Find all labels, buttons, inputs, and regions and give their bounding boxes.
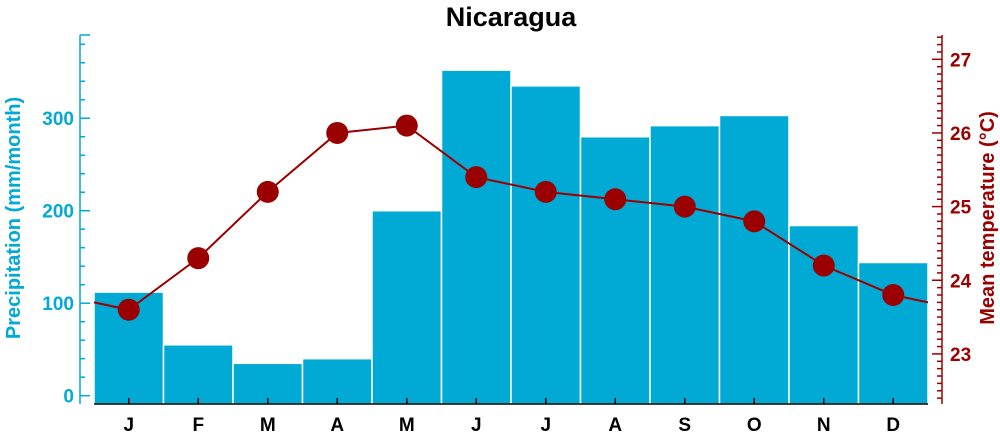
precip-bar [232,362,304,405]
precip-bar [718,114,790,405]
x-tick-label: J [540,415,551,434]
precip-bar [371,209,443,405]
temperature-point [812,254,835,277]
right-tick-label: 24 [950,271,972,292]
chart-title: Nicaragua [446,2,578,32]
left-tick-label: 300 [42,109,74,130]
x-tick-label: A [608,415,622,434]
precip-bar [510,85,582,405]
x-tick-label: M [260,415,276,434]
right-tick-label: 27 [950,50,971,71]
right-axis: 23 24 25 26 27 [932,35,972,404]
right-tick-label: 26 [950,124,971,145]
x-tick-label: A [330,415,344,434]
left-tick-label: 0 [63,387,74,408]
precip-bar [440,69,512,405]
x-tick-label: O [747,415,762,434]
precip-bar [788,224,860,405]
temperature-point [673,195,696,218]
temperature-point [743,210,766,233]
precip-bar [301,357,373,405]
temperature-point [117,298,140,321]
precipitation-bars [93,69,929,405]
temperature-point [256,180,279,203]
temperature-point [604,188,627,211]
temperature-point [534,180,557,203]
right-tick-label: 23 [950,345,971,366]
left-tick-label: 100 [42,294,74,315]
left-tick-label: 200 [42,202,74,223]
x-tick-label: S [678,415,691,434]
temperature-line [93,114,929,321]
y2-axis-label: Mean temperature (°C) [977,111,999,325]
x-tick-label: M [399,415,415,434]
temperature-point [882,283,905,306]
precip-bar [579,135,651,405]
temperature-point [395,114,418,137]
x-tick-label: D [886,415,900,434]
right-tick-label: 25 [950,198,972,219]
temperature-point [326,121,349,144]
temperature-point [465,166,488,189]
y-axis-label: Precipitation (mm/month) [3,97,25,339]
precip-bar [162,344,234,405]
x-tick-label: J [471,415,482,434]
temperature-line-path [93,124,929,311]
x-tick-label: F [192,415,204,434]
x-tick-label: J [123,415,134,434]
temperature-point [187,247,210,270]
x-tick-label: N [817,415,831,434]
left-axis: 0 100 200 300 [42,34,90,408]
precip-bar [649,124,721,405]
